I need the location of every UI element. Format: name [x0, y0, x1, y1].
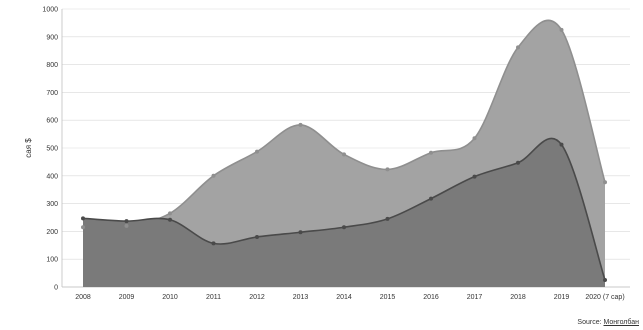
x-tick-label: 2017 — [467, 294, 483, 301]
y-tick-label: 900 — [46, 34, 58, 41]
series-2-point[interactable] — [168, 217, 172, 222]
series-1-point[interactable] — [81, 225, 85, 230]
series-2-point[interactable] — [603, 278, 607, 283]
y-ticks: 0 100 200 300 400 500 600 700 800 900 1000 — [42, 7, 58, 292]
points — [81, 27, 607, 283]
x-ticks: 2008 2009 2010 2011 2012 2013 2014 2015 2016 2017… — [75, 294, 624, 301]
x-tick-label: 2016 — [423, 294, 439, 301]
series-1-point[interactable] — [472, 136, 477, 141]
x-tick-label: 2019 — [554, 294, 570, 301]
x-tick-label: 2020 (7 сар) — [585, 294, 624, 301]
series-2-point[interactable] — [429, 196, 433, 201]
series-2-area — [83, 138, 605, 287]
y-axis-label: сая $ — [24, 138, 33, 158]
series-1-line — [82, 19, 606, 229]
series-1-point[interactable] — [559, 27, 564, 32]
series-1-point[interactable] — [342, 152, 346, 157]
series-2-point[interactable] — [472, 174, 477, 179]
y-tick-label: 400 — [46, 173, 58, 180]
series-2-point[interactable] — [516, 160, 520, 165]
series-1-point[interactable] — [211, 173, 216, 178]
series-1-point[interactable] — [385, 167, 390, 172]
source-link[interactable]: Монголбан — [603, 319, 640, 326]
series-2-point[interactable] — [81, 216, 85, 221]
source-prefix: Source: — [577, 319, 604, 326]
y-tick-label: 200 — [46, 229, 58, 236]
series-1-point[interactable] — [168, 211, 172, 216]
x-tick-label: 2009 — [119, 294, 135, 301]
series-1-point[interactable] — [516, 45, 520, 50]
source-note: Source: Монголбан — [577, 319, 639, 326]
series-2-point[interactable] — [559, 142, 564, 147]
series-1-point[interactable] — [429, 150, 433, 155]
y-tick-label: 1000 — [42, 7, 58, 14]
x-tick-label: 2010 — [162, 294, 178, 301]
x-tick-label: 2008 — [75, 294, 91, 301]
x-tick-label: 2018 — [510, 294, 526, 301]
y-tick-label: 0 — [54, 285, 58, 292]
x-tick-label: 2014 — [336, 294, 352, 301]
y-tick-label: 700 — [46, 90, 58, 97]
series-2-point[interactable] — [124, 219, 129, 224]
y-tick-label: 300 — [46, 201, 58, 208]
x-tick-label: 2012 — [249, 294, 265, 301]
x-tick-label: 2011 — [206, 294, 221, 301]
series-1-point[interactable] — [124, 223, 129, 228]
series-2-point[interactable] — [255, 234, 259, 239]
y-tick-label: 600 — [46, 118, 58, 125]
series-1-point[interactable] — [603, 180, 607, 185]
series-1-point[interactable] — [255, 149, 259, 154]
y-tick-label: 100 — [46, 257, 58, 264]
series-2-point[interactable] — [342, 225, 346, 230]
series-1-point[interactable] — [298, 122, 303, 127]
x-tick-label: 2015 — [380, 294, 396, 301]
series-2-point[interactable] — [298, 230, 303, 235]
x-tick-label: 2013 — [293, 294, 309, 301]
series-2-point[interactable] — [211, 241, 216, 246]
series-2-point[interactable] — [385, 216, 390, 221]
y-tick-label: 500 — [46, 146, 58, 153]
y-tick-label: 800 — [46, 62, 58, 69]
